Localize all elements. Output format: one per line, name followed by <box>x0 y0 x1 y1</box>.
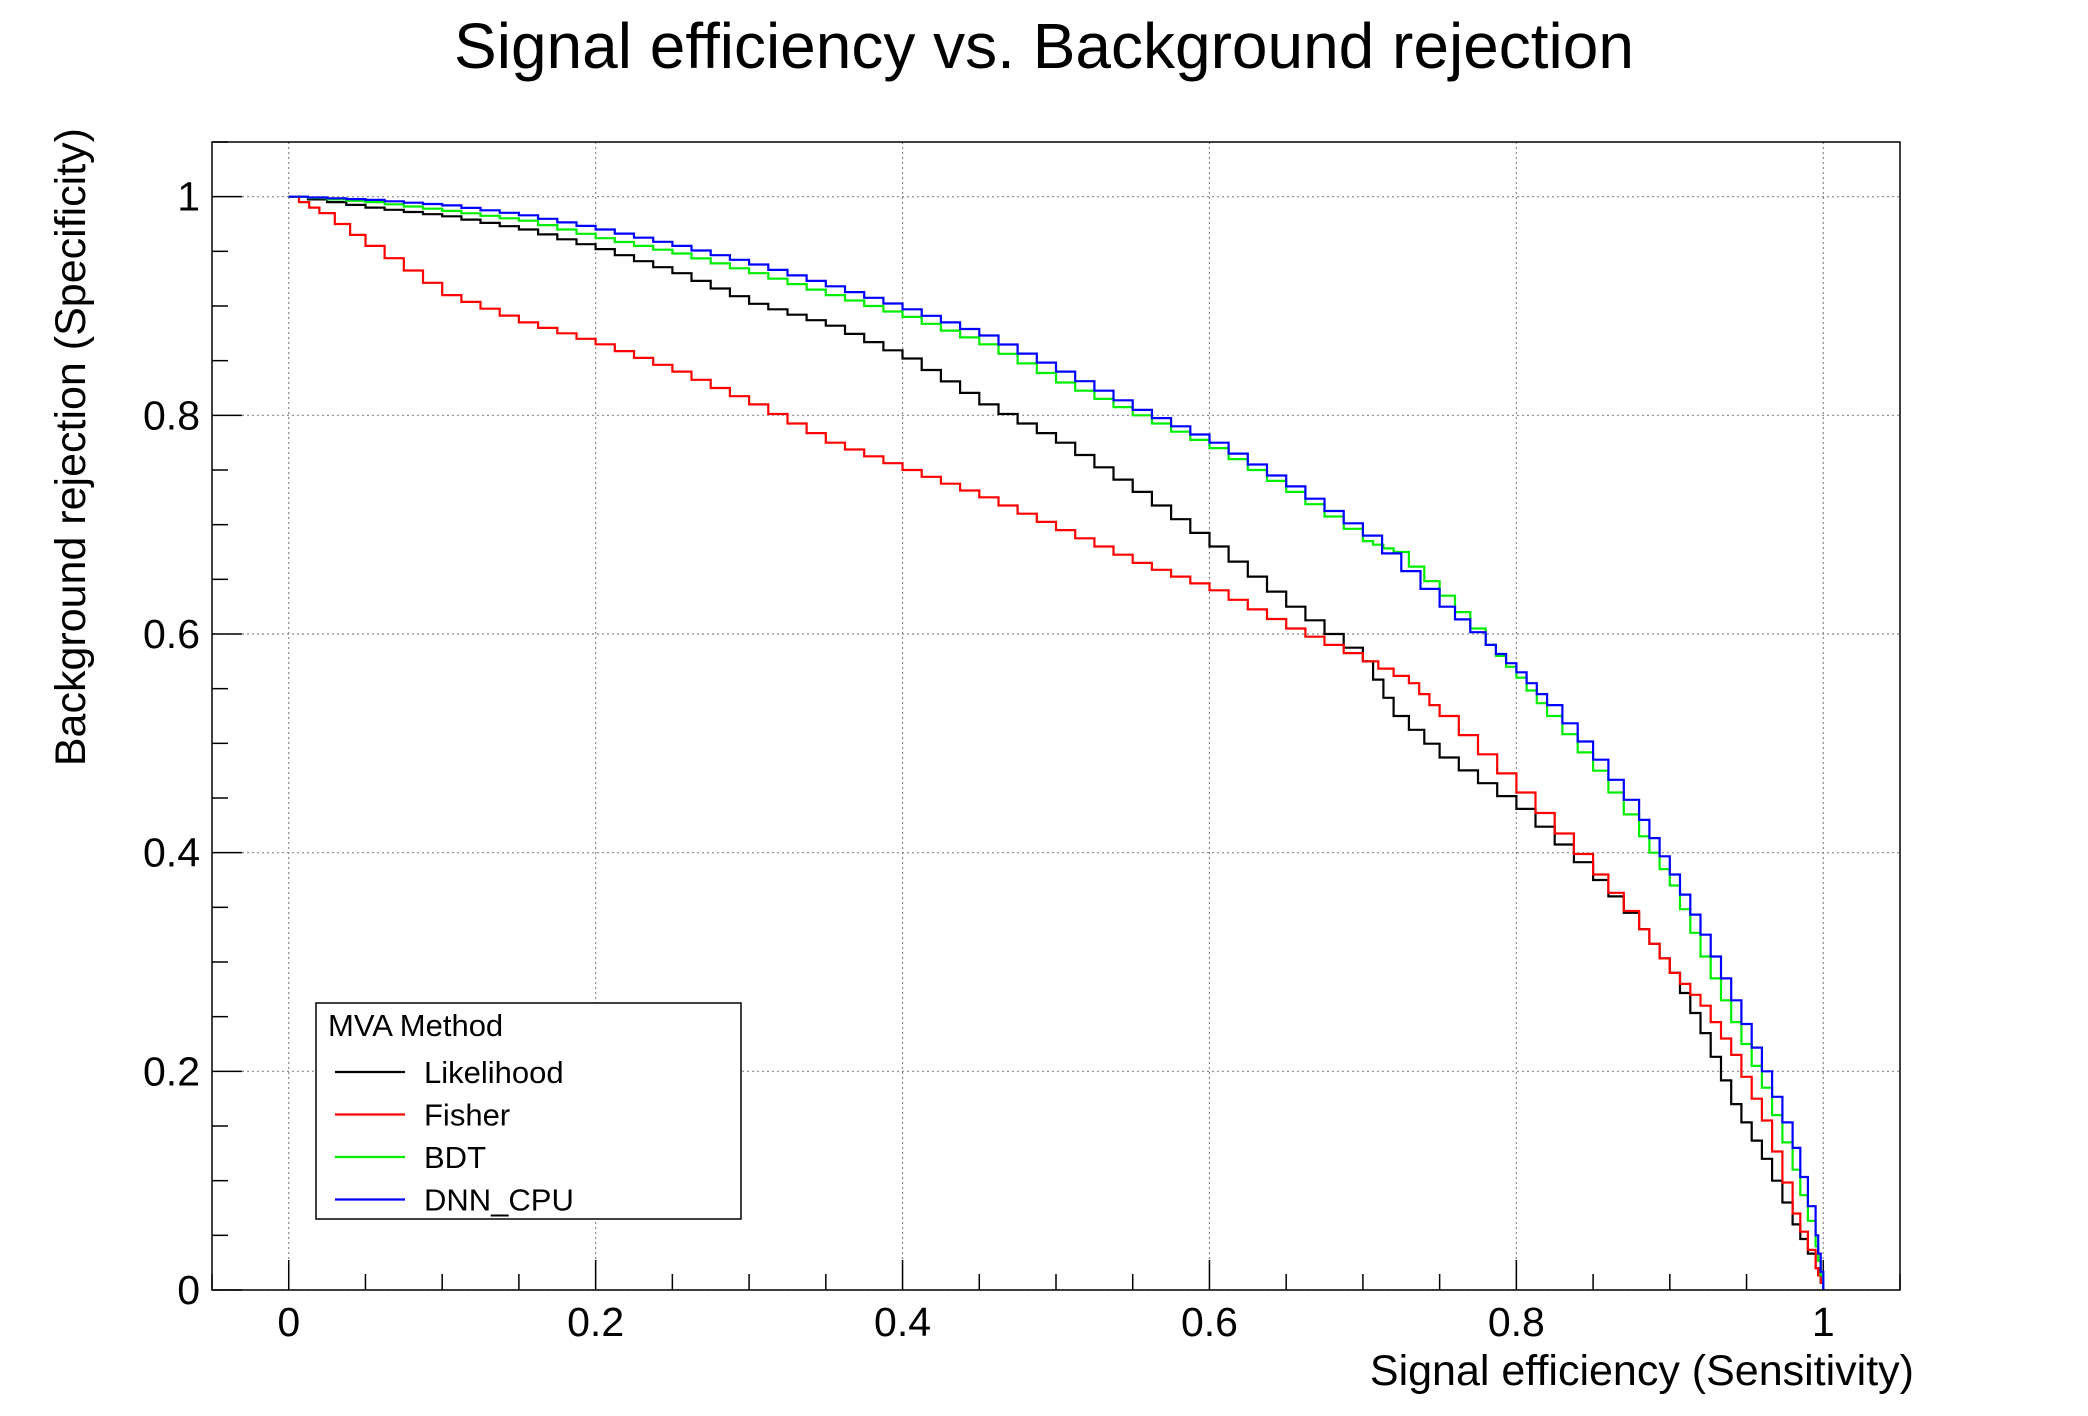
y-axis-label: Background rejection (Specificity) <box>47 128 95 766</box>
y-tick-label: 0 <box>177 1267 200 1313</box>
axis-ticks <box>211 141 1901 1291</box>
tick-labels: 0 0.2 0.4 0.6 0.8 1 0 0.2 0.4 0.6 0.8 1 <box>143 174 1835 1345</box>
legend-entries: Likelihood Fisher BDT DNN_CPU <box>335 1055 574 1218</box>
series-line-bdt <box>288 195 1825 1290</box>
x-tick-label: 0.6 <box>1181 1299 1238 1345</box>
legend-label-likelihood: Likelihood <box>424 1055 564 1090</box>
y-tick-label: 0.8 <box>143 392 200 438</box>
legend-title: MVA Method <box>328 1008 503 1043</box>
legend: MVA Method Likelihood Fisher BDT DNN_CPU <box>315 1002 742 1220</box>
y-tick-label: 0.2 <box>143 1048 200 1094</box>
y-tick-label: 0.6 <box>143 611 200 657</box>
series-line-likelihood <box>288 195 1825 1290</box>
x-tick-label: 1 <box>1812 1299 1835 1345</box>
legend-box <box>315 1002 742 1220</box>
x-axis-label: Signal efficiency (Sensitivity) <box>1370 1347 1914 1395</box>
series-line-dnn-cpu <box>288 195 1825 1290</box>
chart-title: Signal efficiency vs. Background rejecti… <box>454 10 1634 82</box>
x-tick-label: 0.4 <box>874 1299 931 1345</box>
y-tick-label: 1 <box>177 174 200 220</box>
plot-frame <box>211 141 1901 1291</box>
legend-label-dnn-cpu: DNN_CPU <box>424 1183 574 1218</box>
series-line-fisher <box>288 195 1825 1290</box>
legend-label-bdt: BDT <box>424 1140 486 1175</box>
legend-label-fisher: Fisher <box>424 1098 510 1133</box>
x-tick-label: 0.8 <box>1488 1299 1545 1345</box>
x-tick-label: 0 <box>277 1299 300 1345</box>
series-layer <box>288 195 1825 1290</box>
y-tick-label: 0.4 <box>143 830 200 876</box>
x-tick-label: 0.2 <box>567 1299 624 1345</box>
